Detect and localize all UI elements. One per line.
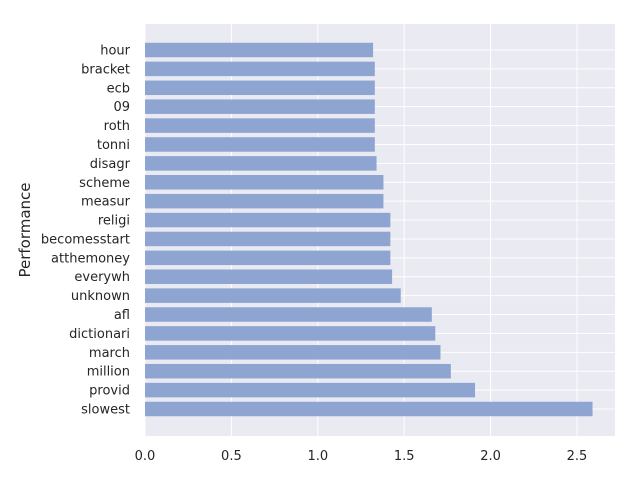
bar-million	[145, 363, 451, 379]
y-tick-label: million	[87, 365, 130, 380]
y-tick-label: provid	[89, 384, 130, 399]
bar-slowest	[145, 401, 593, 417]
bar-dictionari	[145, 326, 436, 341]
x-tick-label: 2.5	[567, 449, 588, 464]
bar-everywh	[145, 269, 393, 284]
x-tick-label: 0.5	[221, 449, 242, 464]
y-tick-label: bracket	[81, 62, 130, 77]
y-tick-label: atthemoney	[51, 251, 130, 266]
y-tick-labels: slowest provid million march dictionari afl un…	[41, 44, 131, 418]
y-tick-label: becomesstart	[41, 232, 130, 247]
y-tick-label: everywh	[74, 270, 130, 285]
bar-scheme	[145, 175, 384, 190]
bar-hour	[145, 42, 374, 58]
y-tick-label: tonni	[97, 138, 130, 153]
bar-measur	[145, 193, 384, 209]
y-tick-label: scheme	[79, 176, 130, 191]
bars	[145, 42, 593, 417]
y-tick-label: disagr	[90, 157, 131, 172]
y-tick-label: afl	[114, 308, 130, 323]
x-tick-label: 2.0	[480, 449, 501, 464]
bar-march	[145, 345, 441, 360]
bar-religi	[145, 212, 391, 228]
bar-afl	[145, 307, 432, 322]
x-tick-label: 1.5	[394, 449, 415, 464]
y-tick-label: ecb	[107, 81, 130, 96]
bar-unknown	[145, 288, 401, 303]
y-axis-label: Performance	[16, 182, 34, 277]
bar-roth	[145, 118, 375, 133]
y-tick-label: march	[89, 346, 130, 361]
bar-provid	[145, 382, 476, 398]
y-tick-label: slowest	[81, 403, 130, 418]
x-tick-label: 0.0	[135, 449, 156, 464]
x-tick-label: 1.0	[307, 449, 328, 464]
y-tick-label: religi	[98, 214, 130, 229]
y-tick-label: measur	[81, 195, 131, 210]
y-tick-label: hour	[100, 44, 130, 59]
y-tick-label: roth	[104, 119, 130, 134]
y-tick-label: 09	[113, 100, 130, 115]
y-tick-label: unknown	[71, 289, 130, 304]
x-tick-labels: 0.0 0.5 1.0 1.5 2.0 2.5	[135, 449, 588, 464]
y-tick-label: dictionari	[69, 327, 130, 342]
bar-becomesstart	[145, 231, 391, 247]
bar-disagr	[145, 156, 377, 171]
bar-atthemoney	[145, 250, 391, 266]
bar-bracket	[145, 61, 375, 77]
bar-09	[145, 99, 375, 114]
bar-tonni	[145, 137, 375, 152]
bar-ecb	[145, 80, 375, 96]
